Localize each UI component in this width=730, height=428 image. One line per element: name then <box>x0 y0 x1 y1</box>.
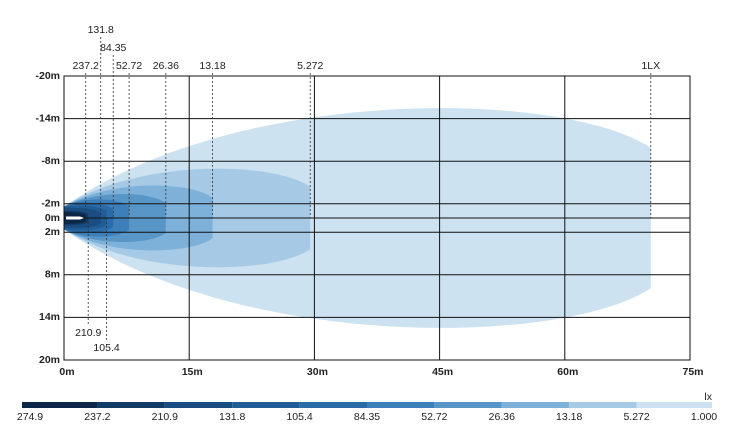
reach-label: 210.9 <box>75 327 101 339</box>
colorbar-label: 274.9 <box>17 411 43 423</box>
colorbar-label: 13.18 <box>556 411 582 423</box>
light-source <box>66 216 84 220</box>
colorbar-label: 26.36 <box>489 411 515 423</box>
annotation-layer: 237.2 210.9 131.8 105.4 84.35 52.72 26.36 13.18… <box>73 24 661 354</box>
y-tick-label: -2m <box>41 198 60 210</box>
x-tick-label: 60m <box>557 366 578 378</box>
y-tick-label: -8m <box>41 155 60 167</box>
reach-label: 84.35 <box>100 42 126 54</box>
colorbar-unit: lx <box>704 391 712 403</box>
colorbar-segment <box>636 402 712 408</box>
colorbar-label: 105.4 <box>286 411 312 423</box>
colorbar: 274.9 237.2 210.9 131.8 105.4 84.35 52.72 26.36… <box>17 391 717 423</box>
colorbar-segment <box>97 402 165 408</box>
y-tick-label: 2m <box>45 226 60 238</box>
colorbar-segment <box>299 402 367 408</box>
x-tick-label: 75m <box>682 366 703 378</box>
y-tick-label: 14m <box>39 311 60 323</box>
reach-label: 131.8 <box>88 24 114 36</box>
y-tick-label: 8m <box>45 269 60 281</box>
y-tick-label: -14m <box>35 112 60 124</box>
x-tick-label: 45m <box>432 366 453 378</box>
colorbar-label: 1.000 <box>691 411 717 423</box>
x-tick-label: 30m <box>307 366 328 378</box>
x-tick-label: 15m <box>182 366 203 378</box>
reach-label: 237.2 <box>73 60 99 72</box>
reach-label: 5.272 <box>297 60 323 72</box>
x-tick-label: 0m <box>59 366 74 378</box>
reach-label: 1LX <box>641 60 660 72</box>
colorbar-label: 131.8 <box>219 411 245 423</box>
y-tick-label: 20m <box>39 354 60 366</box>
colorbar-label: 84.35 <box>354 411 380 423</box>
colorbar-segment <box>22 402 98 408</box>
reach-label: 105.4 <box>93 342 119 354</box>
grid-layer: 0m 15m 30m 45m 60m 75m -20m -14m -8m -2m 0m 2m 8m 14m… <box>35 70 703 378</box>
colorbar-segment <box>164 402 233 408</box>
colorbar-label: 210.9 <box>152 411 178 423</box>
y-tick-label: -20m <box>35 70 60 82</box>
colorbar-label: 5.272 <box>623 411 649 423</box>
reach-label: 13.18 <box>199 60 225 72</box>
y-tick-label: 0m <box>45 212 60 224</box>
reach-label: 26.36 <box>153 60 179 72</box>
colorbar-label: 52.72 <box>421 411 447 423</box>
colorbar-segment <box>434 402 502 408</box>
reach-label: 52.72 <box>116 60 142 72</box>
colorbar-label: 237.2 <box>84 411 110 423</box>
plot-border <box>63 75 691 361</box>
colorbar-segment <box>232 402 300 408</box>
colorbar-segment <box>501 402 570 408</box>
colorbar-segment <box>569 402 637 408</box>
colorbar-segment <box>367 402 435 408</box>
